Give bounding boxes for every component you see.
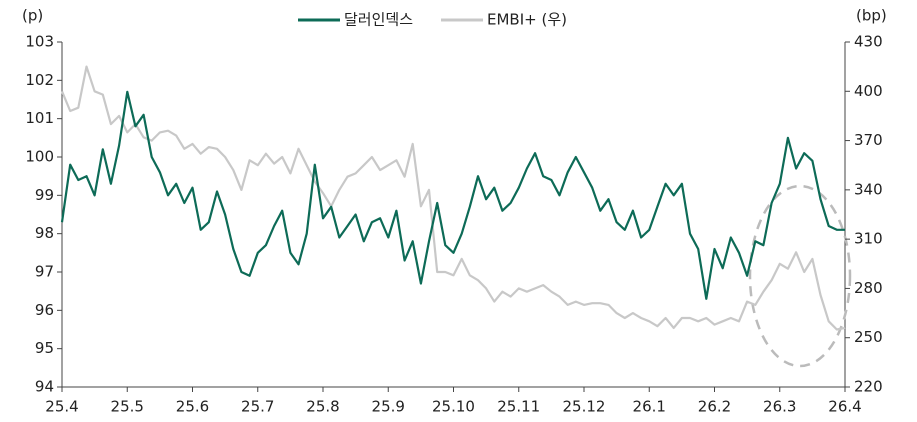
legend-label: EMBI+ (우) [487,11,567,29]
y2-tick-label: 370 [854,131,883,149]
x-tick-label: 25.6 [176,398,209,416]
x-tick-label: 25.12 [563,398,606,416]
x-tick-label: 25.11 [497,398,540,416]
y2-tick-label: 340 [854,180,883,198]
y-tick-label: 99 [35,186,54,204]
y-tick-label: 102 [25,71,54,89]
x-tick-label: 26.4 [828,398,861,416]
y-axis-unit: (p) [22,7,43,25]
x-tick-label: 25.5 [111,398,144,416]
y2-tick-label: 280 [854,279,883,297]
x-tick-label: 25.10 [432,398,475,416]
line-series [60,90,845,300]
line-series [60,65,846,331]
y-tick-label: 103 [25,33,54,51]
x-tick-label: 25.7 [241,398,274,416]
x-tick-label: 26.3 [763,398,796,416]
y2-axis-unit: (bp) [856,7,887,25]
x-tick-label: 25.4 [45,398,78,416]
y2-tick-label: 220 [854,378,883,396]
y-tick-label: 98 [35,224,54,242]
y2-tick-label: 430 [854,33,883,51]
legend-label: 달러인덱스 [344,11,413,29]
highlight-circle [748,184,852,368]
x-tick-label: 25.9 [372,398,405,416]
y-tick-label: 97 [35,263,54,281]
y2-tick-label: 400 [854,82,883,100]
y-tick-label: 95 [35,339,54,357]
x-tick-label: 26.1 [633,398,666,416]
x-tick-label: 25.8 [306,398,339,416]
y-tick-label: 96 [35,301,54,319]
y2-tick-label: 310 [854,230,883,248]
y-tick-label: 101 [25,109,54,127]
x-tick-label: 26.2 [698,398,731,416]
y2-tick-label: 250 [854,328,883,346]
y-tick-label: 94 [35,378,54,396]
y-tick-label: 100 [25,148,54,166]
